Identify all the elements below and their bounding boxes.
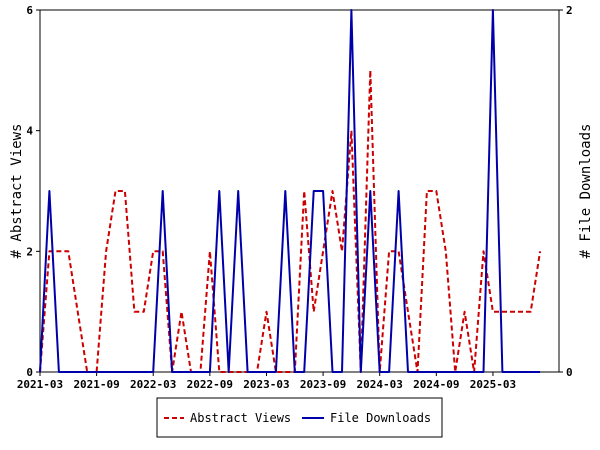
x-axis-ticks: 2021-03 2021-09 2022-03 2022-09 2023-03 2023-…: [17, 372, 516, 391]
legend-label-file-downloads: File Downloads: [330, 411, 431, 425]
right-tick-label: 2: [566, 4, 573, 17]
series-line-abstract-views: [39, 69, 542, 373]
x-tick-label: 2022-09: [187, 378, 233, 391]
series-layer: [39, 9, 542, 373]
x-tick-label: 2024-03: [357, 378, 403, 391]
left-axis-ticks: 0 2 4 6: [26, 4, 40, 379]
legend-box: [156, 397, 443, 438]
right-tick-label: 0: [566, 366, 573, 379]
x-tick-label: 2023-09: [300, 378, 346, 391]
x-tick-label: 2023-03: [243, 378, 289, 391]
left-tick-label: 2: [26, 245, 33, 258]
x-tick-label: 2021-03: [17, 378, 63, 391]
legend: Abstract Views File Downloads: [156, 397, 443, 438]
x-tick-label: 2021-09: [73, 378, 119, 391]
left-axis-title: # Abstract Views: [9, 124, 25, 259]
right-axis-title: # File Downloads: [578, 124, 594, 259]
left-tick-label: 0: [26, 366, 33, 379]
left-tick-label: 4: [26, 125, 33, 138]
series-line-file-downloads: [39, 9, 541, 373]
left-tick-label: 6: [26, 4, 33, 17]
legend-label-abstract-views: Abstract Views: [190, 411, 291, 425]
x-tick-label: 2025-03: [470, 378, 516, 391]
plot-area: [39, 9, 560, 373]
right-axis-ticks: 02: [559, 4, 573, 379]
x-tick-label: 2024-09: [413, 378, 459, 391]
x-tick-label: 2022-03: [130, 378, 176, 391]
